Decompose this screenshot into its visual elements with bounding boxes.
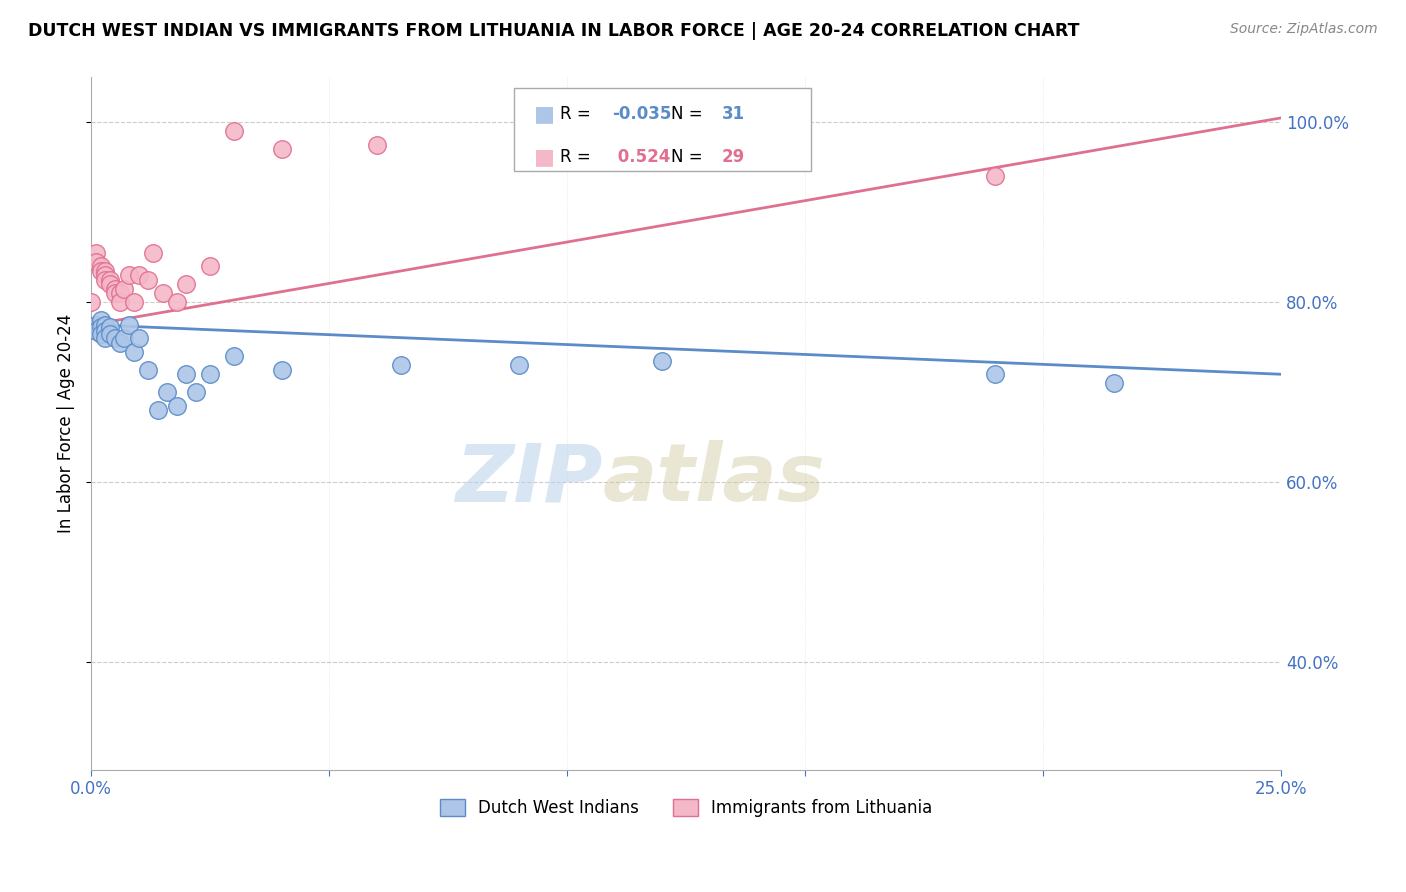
Point xyxy=(98,326,121,341)
Text: N =: N = xyxy=(671,148,707,166)
Point xyxy=(128,268,150,283)
Text: atlas: atlas xyxy=(603,440,825,518)
Point xyxy=(104,282,127,296)
Point xyxy=(108,295,131,310)
Point xyxy=(366,137,388,152)
Point xyxy=(555,128,578,143)
Point xyxy=(84,318,107,332)
Point xyxy=(156,385,179,400)
Text: R =: R = xyxy=(560,148,596,166)
Point xyxy=(152,286,174,301)
Point xyxy=(651,353,673,368)
Point xyxy=(122,295,145,310)
Point xyxy=(108,335,131,350)
Point xyxy=(94,318,117,332)
Legend: Dutch West Indians, Immigrants from Lithuania: Dutch West Indians, Immigrants from Lith… xyxy=(433,792,939,824)
FancyBboxPatch shape xyxy=(513,87,811,171)
Point xyxy=(90,320,112,334)
Point xyxy=(94,331,117,345)
Point xyxy=(114,282,136,296)
Text: 0.524: 0.524 xyxy=(612,148,671,166)
Text: ■: ■ xyxy=(534,104,555,124)
Point xyxy=(389,358,412,372)
Point xyxy=(508,358,530,372)
Point xyxy=(166,399,188,413)
Point xyxy=(90,313,112,327)
Point xyxy=(1104,376,1126,391)
Point xyxy=(222,349,245,363)
Point xyxy=(142,245,165,260)
Point xyxy=(222,124,245,138)
Point xyxy=(94,268,117,283)
Point xyxy=(80,295,103,310)
Text: DUTCH WEST INDIAN VS IMMIGRANTS FROM LITHUANIA IN LABOR FORCE | AGE 20-24 CORREL: DUTCH WEST INDIAN VS IMMIGRANTS FROM LIT… xyxy=(28,22,1080,40)
Point xyxy=(80,322,103,336)
Point xyxy=(94,324,117,338)
Point xyxy=(176,368,198,382)
Point xyxy=(90,260,112,274)
Text: -0.035: -0.035 xyxy=(612,105,672,123)
Point xyxy=(90,264,112,278)
Point xyxy=(114,331,136,345)
Text: Source: ZipAtlas.com: Source: ZipAtlas.com xyxy=(1230,22,1378,37)
Text: 31: 31 xyxy=(721,105,745,123)
Point xyxy=(98,277,121,292)
Text: 29: 29 xyxy=(721,148,745,166)
Point xyxy=(270,142,292,156)
Point xyxy=(136,273,159,287)
Point xyxy=(84,324,107,338)
Text: ■: ■ xyxy=(534,147,555,167)
Point xyxy=(984,169,1007,184)
Point xyxy=(128,331,150,345)
Point xyxy=(98,320,121,334)
Text: N =: N = xyxy=(671,105,707,123)
Point xyxy=(136,363,159,377)
Point xyxy=(166,295,188,310)
Point xyxy=(118,268,141,283)
Point xyxy=(270,363,292,377)
Point xyxy=(198,260,221,274)
Point xyxy=(118,318,141,332)
Point xyxy=(176,277,198,292)
Point xyxy=(94,273,117,287)
Point xyxy=(94,264,117,278)
Point xyxy=(104,286,127,301)
Point xyxy=(90,326,112,341)
Point xyxy=(108,286,131,301)
Text: R =: R = xyxy=(560,105,596,123)
Point xyxy=(84,245,107,260)
Point xyxy=(984,368,1007,382)
Point xyxy=(104,331,127,345)
Point xyxy=(184,385,207,400)
Point xyxy=(98,273,121,287)
Point xyxy=(198,368,221,382)
Point xyxy=(146,403,169,417)
Point xyxy=(84,255,107,269)
Point xyxy=(122,344,145,359)
Text: ZIP: ZIP xyxy=(456,440,603,518)
Y-axis label: In Labor Force | Age 20-24: In Labor Force | Age 20-24 xyxy=(58,314,75,533)
